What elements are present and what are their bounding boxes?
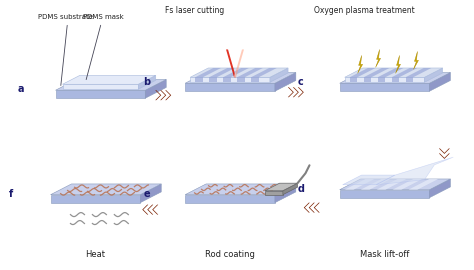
Polygon shape	[340, 73, 450, 83]
Polygon shape	[237, 77, 245, 82]
Polygon shape	[350, 68, 375, 77]
Polygon shape	[304, 203, 310, 212]
Polygon shape	[364, 77, 371, 82]
Polygon shape	[209, 68, 235, 77]
Polygon shape	[345, 68, 443, 77]
Polygon shape	[195, 77, 203, 82]
Polygon shape	[376, 179, 406, 190]
Polygon shape	[361, 179, 391, 190]
Polygon shape	[155, 90, 161, 100]
Polygon shape	[340, 190, 429, 198]
Polygon shape	[270, 68, 288, 82]
Polygon shape	[195, 68, 221, 77]
Polygon shape	[364, 68, 390, 77]
Polygon shape	[63, 84, 138, 89]
Text: c: c	[298, 77, 303, 87]
Polygon shape	[345, 77, 424, 82]
Polygon shape	[288, 87, 294, 97]
Polygon shape	[340, 179, 450, 190]
Polygon shape	[439, 153, 449, 159]
Text: b: b	[143, 77, 150, 87]
Polygon shape	[275, 184, 296, 203]
Polygon shape	[138, 75, 156, 89]
Polygon shape	[51, 184, 161, 195]
Polygon shape	[223, 77, 231, 82]
Text: e: e	[143, 189, 150, 199]
Polygon shape	[251, 68, 277, 77]
Text: PDMS mask: PDMS mask	[83, 14, 124, 20]
Polygon shape	[358, 55, 363, 73]
Polygon shape	[375, 49, 381, 67]
Polygon shape	[185, 83, 275, 91]
Polygon shape	[185, 195, 275, 203]
Text: Mask lift-off: Mask lift-off	[360, 250, 409, 259]
Polygon shape	[392, 68, 418, 77]
Polygon shape	[237, 68, 263, 77]
Polygon shape	[309, 203, 315, 212]
Polygon shape	[314, 203, 320, 212]
Polygon shape	[160, 90, 166, 100]
Polygon shape	[429, 73, 450, 91]
Polygon shape	[226, 49, 236, 77]
Polygon shape	[152, 205, 158, 215]
Polygon shape	[234, 55, 236, 77]
Polygon shape	[378, 77, 385, 82]
Polygon shape	[298, 87, 304, 97]
Polygon shape	[392, 179, 422, 190]
Polygon shape	[265, 183, 298, 191]
Polygon shape	[251, 77, 259, 82]
Polygon shape	[439, 148, 449, 154]
Text: Fs laser cutting: Fs laser cutting	[165, 6, 225, 15]
Polygon shape	[147, 205, 153, 215]
Polygon shape	[185, 73, 296, 83]
Polygon shape	[376, 157, 453, 185]
Polygon shape	[190, 68, 288, 77]
Polygon shape	[190, 77, 270, 82]
Polygon shape	[424, 68, 443, 82]
Polygon shape	[55, 79, 166, 90]
Polygon shape	[293, 87, 299, 97]
Text: d: d	[298, 184, 305, 194]
Polygon shape	[350, 77, 357, 82]
Polygon shape	[165, 90, 171, 100]
Polygon shape	[405, 77, 413, 82]
Polygon shape	[209, 77, 217, 82]
Text: f: f	[9, 189, 13, 199]
Polygon shape	[223, 68, 249, 77]
Text: Oxygen plasma treatment: Oxygen plasma treatment	[314, 6, 415, 15]
Polygon shape	[283, 183, 298, 195]
Polygon shape	[142, 205, 148, 215]
Text: a: a	[18, 84, 24, 94]
Polygon shape	[63, 75, 156, 84]
Polygon shape	[185, 184, 296, 195]
Polygon shape	[429, 179, 450, 198]
Polygon shape	[51, 195, 140, 203]
Polygon shape	[413, 51, 419, 69]
Polygon shape	[265, 191, 283, 195]
Polygon shape	[405, 68, 431, 77]
Text: Rod coating: Rod coating	[205, 250, 255, 259]
Polygon shape	[345, 179, 374, 190]
Polygon shape	[378, 68, 403, 77]
Text: Heat: Heat	[85, 250, 105, 259]
Text: PDMS substrate: PDMS substrate	[38, 14, 93, 20]
Polygon shape	[343, 175, 395, 185]
Polygon shape	[140, 184, 161, 203]
Polygon shape	[409, 179, 438, 190]
Polygon shape	[275, 73, 296, 91]
Polygon shape	[395, 55, 401, 73]
Polygon shape	[234, 49, 244, 77]
Polygon shape	[392, 77, 399, 82]
Polygon shape	[340, 83, 429, 91]
Polygon shape	[145, 79, 166, 98]
Polygon shape	[55, 90, 145, 98]
